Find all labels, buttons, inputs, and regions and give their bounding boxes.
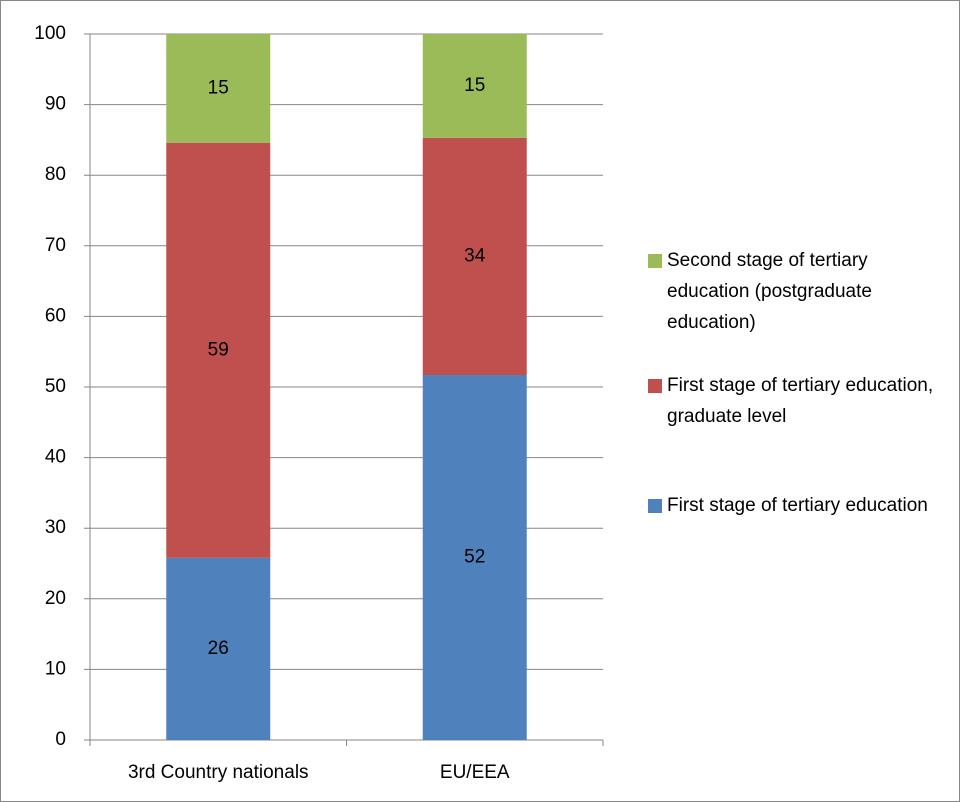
bar-segment	[422, 374, 527, 740]
bar-segment	[422, 34, 527, 138]
legend-item: Second stage of tertiary education (post…	[648, 245, 948, 338]
data-label: 59	[208, 339, 229, 360]
legend-swatch	[648, 254, 662, 268]
y-tick-label: 90	[45, 94, 66, 115]
legend-label: Second stage of tertiary education (post…	[667, 250, 872, 333]
y-tick-label: 0	[55, 729, 66, 750]
y-tick-label: 80	[45, 164, 66, 185]
bar-segment	[166, 557, 271, 740]
bar-segment	[422, 137, 527, 375]
data-label: 52	[464, 547, 485, 568]
legend-item: First stage of tertiary education	[648, 490, 948, 521]
y-tick-label: 50	[45, 376, 66, 397]
y-tick-label: 30	[45, 517, 66, 538]
data-label: 26	[208, 638, 229, 659]
y-tick-label: 40	[45, 447, 66, 468]
legend-item: First stage of tertiary education, gradu…	[648, 370, 948, 432]
y-tick-label: 100	[34, 23, 66, 44]
legend-label: First stage of tertiary education	[667, 495, 928, 516]
y-tick-label: 70	[45, 235, 66, 256]
x-tick-label: EU/EEA	[440, 762, 510, 783]
legend-swatch	[648, 499, 662, 513]
y-tick-label: 60	[45, 305, 66, 326]
bar-segment	[166, 142, 271, 558]
data-label: 15	[464, 75, 485, 96]
y-tick-label: 10	[45, 658, 66, 679]
data-label: 34	[464, 245, 486, 266]
bar-segment	[166, 34, 271, 143]
legend-swatch	[648, 379, 662, 393]
y-tick-label: 20	[45, 588, 66, 609]
x-tick-label: 3rd Country nationals	[128, 762, 309, 783]
legend-label: First stage of tertiary education, gradu…	[667, 375, 934, 427]
data-label: 15	[208, 77, 229, 98]
